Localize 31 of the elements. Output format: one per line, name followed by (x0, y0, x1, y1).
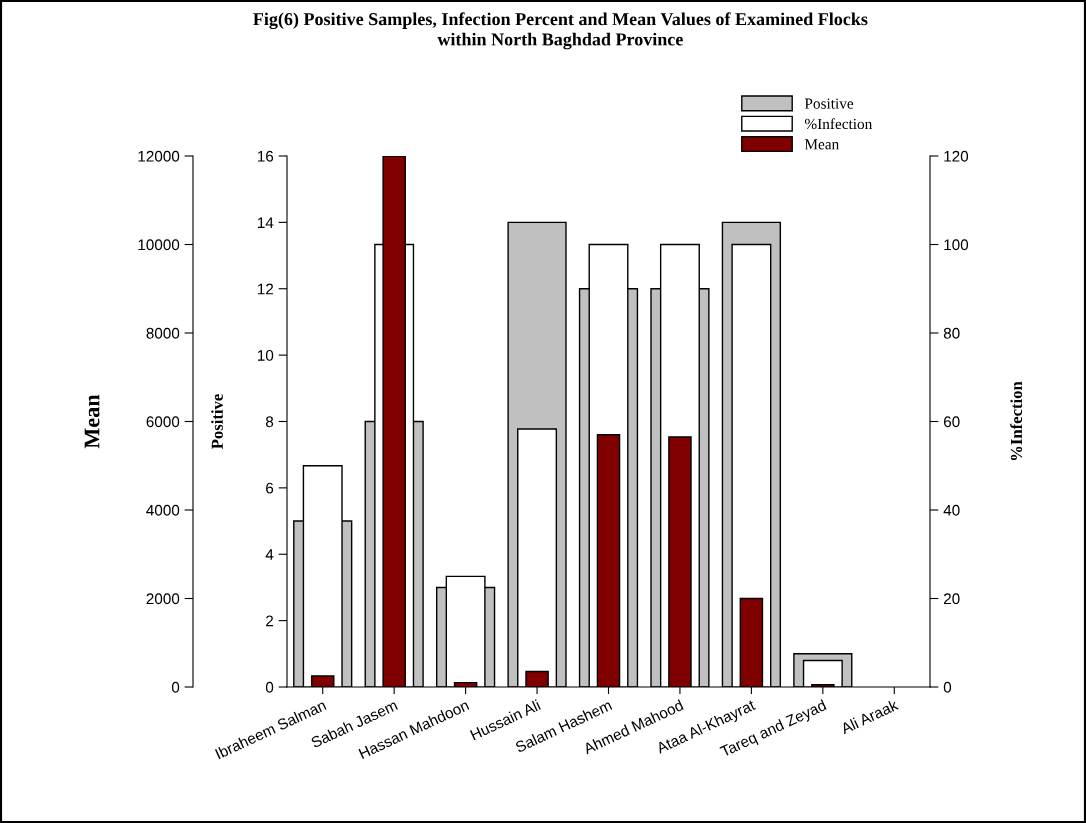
legend-label: Mean (804, 139, 839, 150)
chart-title: Fig(6) Positive Samples, Infection Percent and Mean Values of Examined Flocks within North Baghdad Province (253, 12, 868, 50)
y3-tick-label: 8000 (146, 327, 180, 339)
y2-axis-title: %Infection (1010, 381, 1023, 461)
y-tick-label: 8 (265, 416, 274, 428)
y2-tick-label: 60 (943, 416, 960, 428)
y-tick-label: 14 (257, 217, 274, 228)
y3-tick-label: 0 (171, 681, 180, 693)
y2-tick-label: 20 (943, 593, 960, 605)
y2-tick-label: 0 (943, 681, 952, 693)
x-tick-label: Ali Araak (839, 698, 900, 735)
y2-tick-label: 100 (944, 239, 969, 251)
y-tick-label: 0 (265, 681, 274, 693)
legend-label: Positive (804, 98, 854, 109)
y-tick-label: 10 (257, 349, 274, 361)
y3-tick-label: 12000 (138, 150, 180, 162)
legend-label: %Infection (804, 118, 873, 130)
y3-tick-label: 6000 (146, 416, 180, 428)
y3-tick-label: 4000 (146, 504, 180, 516)
y3-axis-title: Mean (84, 394, 100, 449)
y3-tick-label: 2000 (146, 593, 180, 605)
y-tick-label: 2 (266, 615, 274, 627)
y-tick-label: 4 (265, 549, 274, 560)
y2-tick-label: 40 (943, 504, 960, 516)
y-tick-label: 6 (266, 482, 274, 494)
y-axis-title: Positive (211, 394, 223, 449)
y2-tick-label: 120 (944, 150, 969, 162)
y-tick-label: 16 (257, 150, 274, 162)
y-tick-label: 12 (257, 283, 274, 295)
y2-tick-label: 80 (943, 327, 960, 339)
y3-tick-label: 10000 (138, 239, 180, 251)
